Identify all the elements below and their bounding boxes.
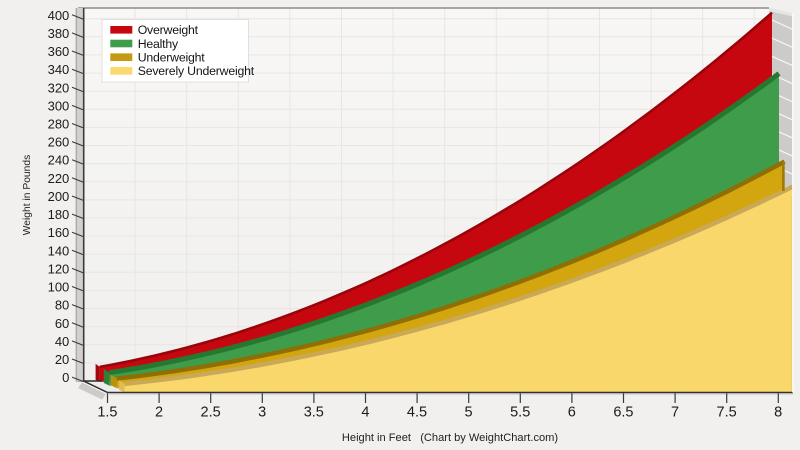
svg-text:2: 2: [155, 405, 163, 421]
svg-text:7.5: 7.5: [717, 405, 737, 421]
svg-text:Underweight: Underweight: [138, 51, 206, 65]
svg-text:Height in Feet (Chart by Wei: Height in Feet (Chart by WeightChart.com…: [342, 432, 558, 444]
svg-text:160: 160: [48, 225, 70, 240]
svg-text:400: 400: [48, 8, 70, 23]
svg-text:240: 240: [48, 153, 70, 168]
svg-text:220: 220: [48, 171, 70, 186]
svg-text:340: 340: [48, 62, 70, 77]
svg-text:Severely Underweight: Severely Underweight: [138, 64, 255, 78]
svg-text:Weight in Pounds: Weight in Pounds: [22, 155, 33, 236]
svg-text:0: 0: [62, 370, 69, 385]
svg-text:3: 3: [258, 405, 266, 421]
svg-text:2.5: 2.5: [201, 405, 221, 421]
svg-text:280: 280: [48, 117, 70, 132]
svg-text:100: 100: [48, 280, 70, 295]
svg-text:4.5: 4.5: [407, 405, 427, 421]
svg-text:260: 260: [48, 135, 70, 150]
svg-text:140: 140: [48, 243, 70, 258]
svg-text:Healthy: Healthy: [138, 37, 179, 51]
svg-text:3.5: 3.5: [304, 405, 324, 421]
svg-text:380: 380: [48, 26, 70, 41]
svg-text:8: 8: [774, 405, 782, 421]
svg-text:6: 6: [568, 405, 576, 421]
svg-text:7: 7: [671, 405, 679, 421]
svg-text:5: 5: [465, 405, 473, 421]
svg-text:320: 320: [48, 80, 70, 95]
svg-text:360: 360: [48, 44, 70, 59]
svg-text:60: 60: [55, 316, 69, 331]
svg-text:120: 120: [48, 261, 70, 276]
svg-text:80: 80: [55, 298, 69, 313]
svg-text:200: 200: [48, 189, 70, 204]
svg-text:6.5: 6.5: [613, 405, 633, 421]
svg-text:Overweight: Overweight: [138, 23, 199, 37]
svg-text:4: 4: [361, 405, 369, 421]
svg-text:300: 300: [48, 98, 70, 113]
svg-text:1.5: 1.5: [97, 405, 117, 421]
svg-text:40: 40: [55, 334, 69, 349]
svg-text:20: 20: [55, 352, 69, 367]
svg-text:180: 180: [48, 207, 70, 222]
svg-text:5.5: 5.5: [510, 405, 530, 421]
